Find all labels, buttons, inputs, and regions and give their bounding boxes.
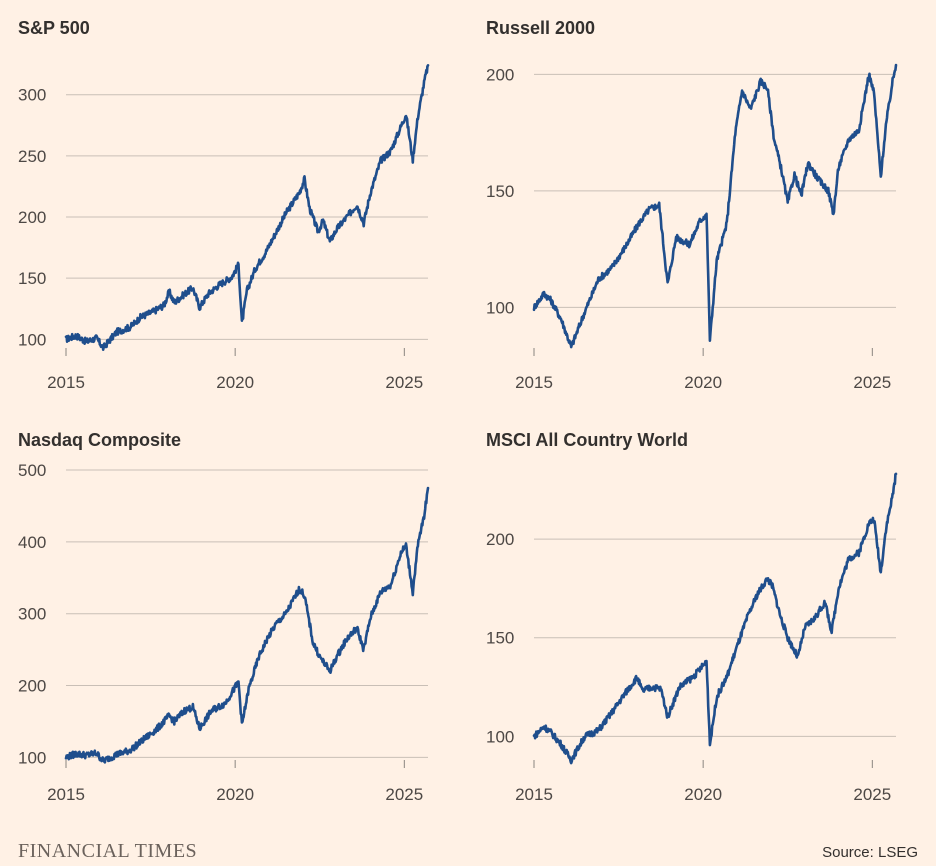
- chart-msci-acwi: 100 150 200 2015 2020 2025: [486, 472, 898, 804]
- chart-title: S&P 500: [18, 18, 90, 38]
- x-tick-label: 2020: [684, 785, 722, 804]
- chart-panel-nasdaq: Nasdaq Composite 100 200 300 400 500 2015 2020…: [18, 430, 468, 830]
- ft-logo-text: FINANCIAL TIMES: [18, 840, 198, 862]
- y-tick-label: 200: [18, 208, 46, 227]
- series-line: [532, 472, 898, 765]
- chart-title: Russell 2000: [486, 18, 596, 38]
- chart-title: MSCI All Country World: [486, 430, 688, 450]
- x-tick-label: 2025: [853, 785, 891, 804]
- y-tick-label: 150: [18, 269, 46, 288]
- chart-panel-msci-acwi: MSCI All Country World 100 150 200 2015 2020…: [486, 430, 936, 830]
- series-line: [64, 64, 430, 351]
- y-tick-label: 100: [18, 330, 46, 349]
- x-tick-label: 2015: [515, 373, 553, 392]
- y-tick-label: 150: [486, 182, 514, 201]
- y-tick-label: 400: [18, 533, 46, 552]
- chart-nasdaq: 100 200 300 400 500 2015 2020 2025: [18, 461, 430, 804]
- y-tick-label: 100: [486, 298, 514, 317]
- chart-title: Nasdaq Composite: [18, 430, 182, 450]
- x-tick-label: 2025: [385, 785, 423, 804]
- y-tick-label: 100: [18, 748, 46, 767]
- y-tick-label: 200: [486, 65, 514, 84]
- x-tick-label: 2025: [385, 373, 423, 392]
- series-line: [532, 63, 898, 349]
- chart-panel-russell2000: Russell 2000 100 150 200 2015 2020 2025: [486, 18, 936, 418]
- y-tick-label: 500: [18, 461, 46, 480]
- x-tick-label: 2015: [47, 785, 85, 804]
- y-tick-label: 250: [18, 147, 46, 166]
- chart-russell2000: 100 150 200 2015 2020 2025: [486, 63, 898, 392]
- y-tick-label: 300: [18, 605, 46, 624]
- x-tick-label: 2015: [515, 785, 553, 804]
- source-note: Source: LSEG: [822, 844, 918, 861]
- x-tick-label: 2025: [853, 373, 891, 392]
- y-tick-label: 150: [486, 629, 514, 648]
- x-tick-label: 2020: [684, 373, 722, 392]
- y-tick-label: 200: [18, 677, 46, 696]
- x-tick-label: 2020: [216, 785, 254, 804]
- x-tick-label: 2020: [216, 373, 254, 392]
- chart-panel-sp500: S&P 500 100 150 200 250 300 2015 2020 2025: [18, 18, 468, 418]
- y-tick-label: 200: [486, 530, 514, 549]
- chart-sp500: 100 150 200 250 300 2015 2020 2025: [18, 64, 430, 392]
- x-tick-label: 2015: [47, 373, 85, 392]
- series-line: [64, 486, 430, 764]
- y-tick-label: 300: [18, 86, 46, 105]
- y-tick-label: 100: [486, 727, 514, 746]
